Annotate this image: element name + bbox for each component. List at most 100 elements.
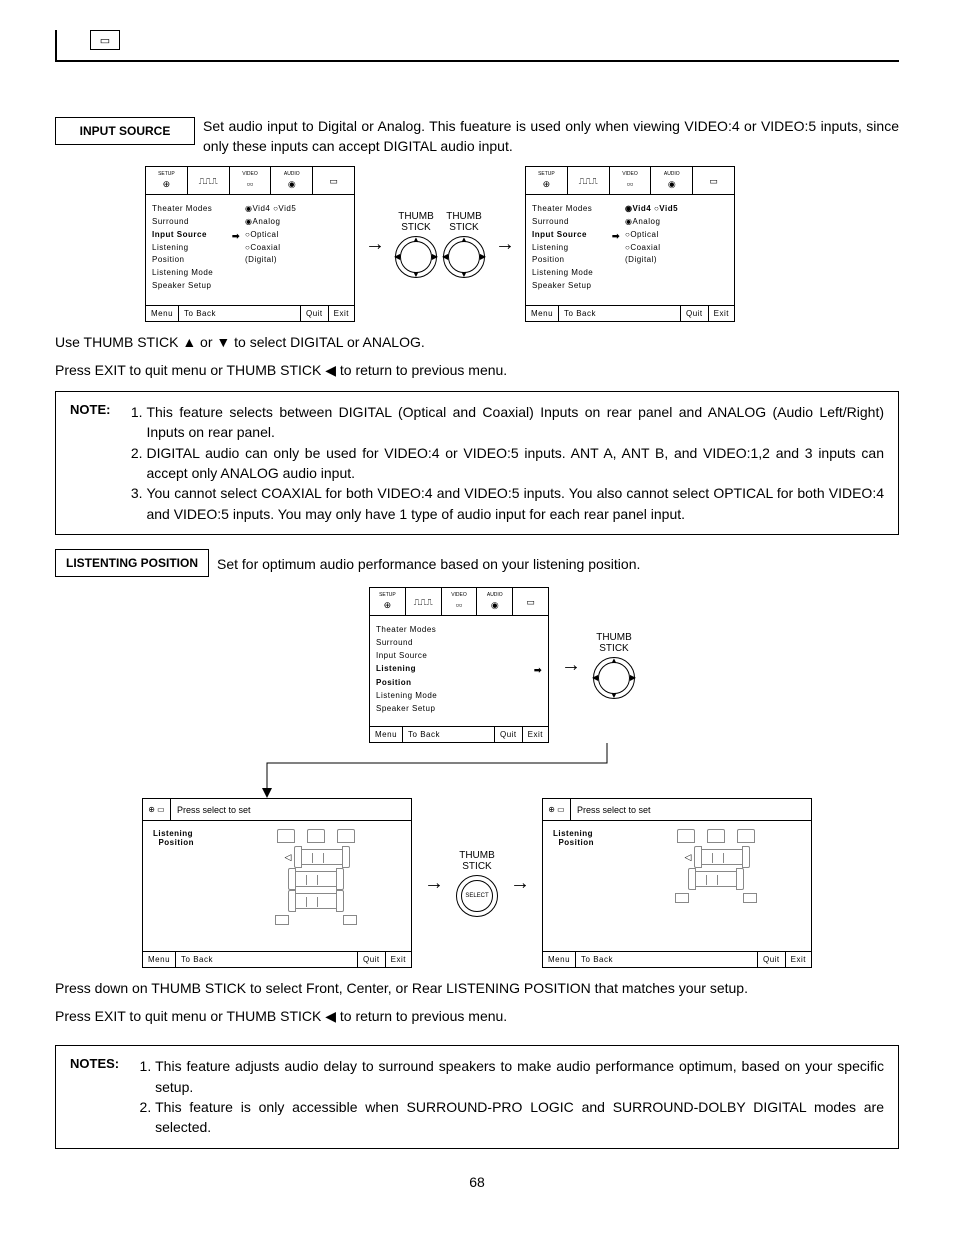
menu-option: ○Coaxial — [245, 242, 348, 255]
menu-item: Position — [532, 254, 620, 267]
thumbstick-label: THUMBSTICK — [459, 850, 495, 872]
menu-left-col: Theater Modes Surround Input Source➡ Lis… — [152, 203, 240, 297]
flow-arrow-icon: → — [557, 615, 585, 715]
menu-tab: VIDEO▫▫ — [610, 167, 652, 194]
menu-option: ◉Vid4 ○Vid5 — [245, 203, 348, 216]
footer-back: To Back — [176, 952, 357, 967]
footer-quit: Quit — [680, 306, 708, 321]
input-source-diagram: SETUP⊕ ⎍⎍⎍ VIDEO▫▫ AUDIO◉ ▭ Theater Mode… — [145, 166, 899, 322]
seating-header-text: Press select to set — [171, 799, 411, 820]
manual-section-icon: ▭ — [90, 30, 120, 50]
menu-item: Input Source — [376, 650, 542, 663]
thumbstick-icon: THUMBSTICK ▲▼ ▶◀ — [395, 211, 437, 278]
menu-tab: ⎍⎍⎍ — [188, 167, 230, 194]
input-source-header-row: INPUT SOURCE Set audio input to Digital … — [55, 117, 899, 156]
thumbstick-label: THUMBSTICK — [398, 211, 434, 233]
menu-item: Listening Mode — [376, 690, 542, 703]
footer-back: To Back — [559, 306, 680, 321]
menu-option: ◉Vid4 ○Vid5 — [625, 203, 728, 216]
menu-tab: ⎍⎍⎍ — [406, 588, 442, 615]
menu-option: ◉Analog — [625, 216, 728, 229]
menu-option: ◉Analog — [245, 216, 348, 229]
footer-menu: Menu — [370, 727, 403, 742]
instruction-text: Press down on THUMB STICK to select Fron… — [55, 980, 899, 996]
instruction-text: Use THUMB STICK ▲ or ▼ to select DIGITAL… — [55, 334, 899, 350]
menu-screen-right: SETUP⊕ ⎍⎍⎍ VIDEO▫▫ AUDIO◉ ▭ Theater Mode… — [525, 166, 735, 322]
menu-tabs: SETUP⊕ ⎍⎍⎍ VIDEO▫▫ AUDIO◉ ▭ — [146, 167, 354, 195]
footer-quit: Quit — [494, 727, 522, 742]
menu-item: Surround — [152, 216, 240, 229]
seating-diagram-left: ⊕ ▭ Press select to set Listening Positi… — [142, 798, 412, 968]
menu-tab: ⎍⎍⎍ — [568, 167, 610, 194]
footer-exit: Exit — [385, 952, 411, 967]
menu-tab: VIDEO▫▫ — [230, 167, 272, 194]
flow-arrow-icon: → — [420, 803, 448, 963]
menu-tab: SETUP⊕ — [370, 588, 406, 615]
footer-exit: Exit — [708, 306, 734, 321]
footer-quit: Quit — [757, 952, 785, 967]
footer-menu: Menu — [146, 306, 179, 321]
menu-item: Speaker Setup — [152, 280, 240, 293]
menu-footer: Menu To Back Quit Exit — [146, 305, 354, 321]
menu-tab: ▭ — [693, 167, 734, 194]
menu-item: Surround — [532, 216, 620, 229]
menu-item: Input Source➡ — [152, 229, 240, 242]
menu-tab: SETUP⊕ — [526, 167, 568, 194]
thumbstick-icon: THUMBSTICK ▲▼ ▶◀ — [443, 211, 485, 278]
flow-arrow-icon: → — [506, 803, 534, 963]
menu-tab: AUDIO◉ — [271, 167, 313, 194]
instruction-text: Press EXIT to quit menu or THUMB STICK ◀… — [55, 1008, 899, 1025]
menu-item: Theater Modes — [376, 624, 542, 637]
footer-menu: Menu — [143, 952, 176, 967]
menu-screen-left: SETUP⊕ ⎍⎍⎍ VIDEO▫▫ AUDIO◉ ▭ Theater Mode… — [145, 166, 355, 322]
footer-menu: Menu — [543, 952, 576, 967]
note-item: This feature adjusts audio delay to surr… — [155, 1056, 884, 1097]
notes-box: NOTES: This feature adjusts audio delay … — [55, 1045, 899, 1148]
seating-header-text: Press select to set — [571, 799, 811, 820]
header-rule — [55, 60, 899, 62]
tv-icon: ▭ — [100, 34, 110, 47]
menu-item: Position — [376, 677, 542, 690]
footer-quit: Quit — [357, 952, 385, 967]
footer-back: To Back — [576, 952, 757, 967]
footer-exit: Exit — [785, 952, 811, 967]
flow-arrow-icon: → — [491, 194, 519, 294]
menu-right-col: ◉Vid4 ○Vid5 ◉Analog ○Optical ○Coaxial (D… — [245, 203, 348, 297]
seating-diagram-right: ⊕ ▭ Press select to set Listening Positi… — [542, 798, 812, 968]
menu-item: Listening Mode — [532, 267, 620, 280]
footer-exit: Exit — [328, 306, 354, 321]
listening-position-label: LISTENTING POSITION — [55, 549, 209, 577]
menu-item: Speaker Setup — [376, 703, 542, 716]
footer-exit: Exit — [522, 727, 548, 742]
seating-label: Listening Position — [553, 829, 623, 943]
menu-item: Theater Modes — [532, 203, 620, 216]
menu-tab: ▭ — [513, 588, 548, 615]
menu-item: Surround — [376, 637, 542, 650]
menu-tab: ▭ — [313, 167, 354, 194]
thumbstick-icon: THUMBSTICK ▲▼ ▶◀ — [593, 632, 635, 699]
thumbstick-label: THUMBSTICK — [596, 632, 632, 654]
menu-tab: AUDIO◉ — [651, 167, 693, 194]
header-icon: ⊕ ▭ — [143, 799, 171, 820]
footer-menu: Menu — [526, 306, 559, 321]
note-item: This feature is only accessible when SUR… — [155, 1097, 884, 1138]
menu-option: ○Optical — [625, 229, 728, 242]
menu-option: (Digital) — [625, 254, 728, 267]
thumbstick-select-icon: THUMBSTICK SELECT — [456, 850, 498, 917]
menu-tab: VIDEO▫▫ — [442, 588, 478, 615]
menu-item: Listening — [152, 242, 240, 255]
menu-item: Position — [152, 254, 240, 267]
note-item: This feature selects between DIGITAL (Op… — [146, 402, 884, 443]
menu-item: Speaker Setup — [532, 280, 620, 293]
notes-list: This feature adjusts audio delay to surr… — [131, 1056, 884, 1137]
notes-label: NOTES: — [70, 1056, 119, 1071]
header-icon: ⊕ ▭ — [543, 799, 571, 820]
menu-option: (Digital) — [245, 254, 348, 267]
note-box: NOTE: This feature selects between DIGIT… — [55, 391, 899, 535]
note-item: DIGITAL audio can only be used for VIDEO… — [146, 443, 884, 484]
page-number: 68 — [55, 1174, 899, 1190]
listening-position-diagram: SETUP⊕ ⎍⎍⎍ VIDEO▫▫ AUDIO◉ ▭ Theater Mode… — [55, 587, 899, 968]
menu-item: Listening — [532, 242, 620, 255]
menu-item: Theater Modes — [152, 203, 240, 216]
note-item: You cannot select COAXIAL for both VIDEO… — [146, 483, 884, 524]
